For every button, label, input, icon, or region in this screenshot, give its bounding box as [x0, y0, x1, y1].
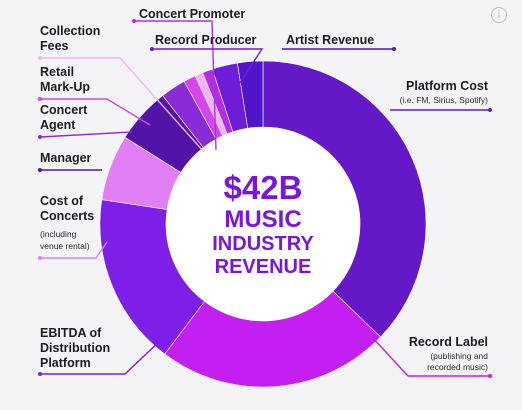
leader-ebitda	[40, 337, 164, 375]
label-platform-cost: Platform Cost	[406, 79, 489, 93]
dot-collection-fees	[38, 56, 42, 60]
leader-cost-concerts	[40, 241, 108, 259]
leader-concert-agent	[39, 131, 133, 138]
center-line-revenue: REVENUE	[215, 256, 312, 278]
dot-cost-concerts	[38, 256, 42, 260]
center-line-music: MUSIC	[224, 206, 301, 233]
label-cost-concerts-2: Concerts	[40, 209, 94, 223]
label-retail-markup-2: Mark-Up	[40, 80, 90, 94]
label-collection-fees-1: Collection	[40, 24, 100, 38]
label-ebitda-2: Distribution	[40, 341, 110, 355]
label-retail-markup-1: Retail	[40, 65, 74, 79]
center-line-industry: INDUSTRY	[212, 233, 314, 255]
label-concert-promoter: Concert Promoter	[139, 7, 245, 21]
label-record-label-sub-1: (publishing and	[430, 351, 488, 361]
dot-retail-markup	[38, 97, 42, 101]
leader-collection-fees	[40, 57, 205, 153]
label-ebitda-3: Platform	[40, 356, 91, 370]
dot-artist-revenue	[392, 47, 396, 51]
dot-record-producer	[150, 47, 154, 51]
label-manager: Manager	[40, 151, 92, 165]
leader-concert-promoter	[134, 20, 217, 151]
label-collection-fees-2: Fees	[40, 39, 69, 53]
slice-labels: Concert Promoter Collection Fees Record …	[40, 7, 489, 372]
dot-concert-promoter	[132, 19, 136, 23]
center-label: $42B MUSIC INDUSTRY REVENUE	[212, 169, 314, 278]
leader-dots	[38, 19, 492, 378]
leader-retail-markup	[40, 98, 151, 126]
label-ebitda-1: EBITDA of	[40, 326, 102, 340]
label-cost-concerts-1: Cost of	[40, 194, 84, 208]
dot-manager	[38, 168, 42, 172]
donut-hole	[166, 127, 360, 321]
label-record-label-sub-2: recorded music)	[427, 362, 488, 372]
donut-slices	[99, 60, 427, 388]
leader-lines	[39, 20, 490, 377]
center-amount: $42B	[224, 169, 303, 206]
dot-ebitda	[38, 372, 42, 376]
dot-record-label	[488, 374, 492, 378]
info-icon[interactable]: i	[491, 7, 507, 23]
label-cost-concerts-sub-1: (including	[40, 229, 77, 239]
dot-platform-cost	[488, 108, 492, 112]
label-record-producer: Record Producer	[155, 33, 257, 47]
dot-concert-agent	[38, 135, 42, 139]
label-concert-agent-2: Agent	[40, 118, 76, 132]
label-platform-cost-sub: (i.e. FM, Sirius, Spotify)	[400, 95, 488, 105]
label-artist-revenue: Artist Revenue	[286, 33, 374, 47]
label-concert-agent-1: Concert	[40, 103, 88, 117]
leader-record-label	[370, 335, 490, 377]
label-record-label: Record Label	[409, 335, 488, 349]
label-cost-concerts-sub-2: venue rental)	[40, 241, 90, 251]
leader-record-producer	[152, 48, 264, 99]
